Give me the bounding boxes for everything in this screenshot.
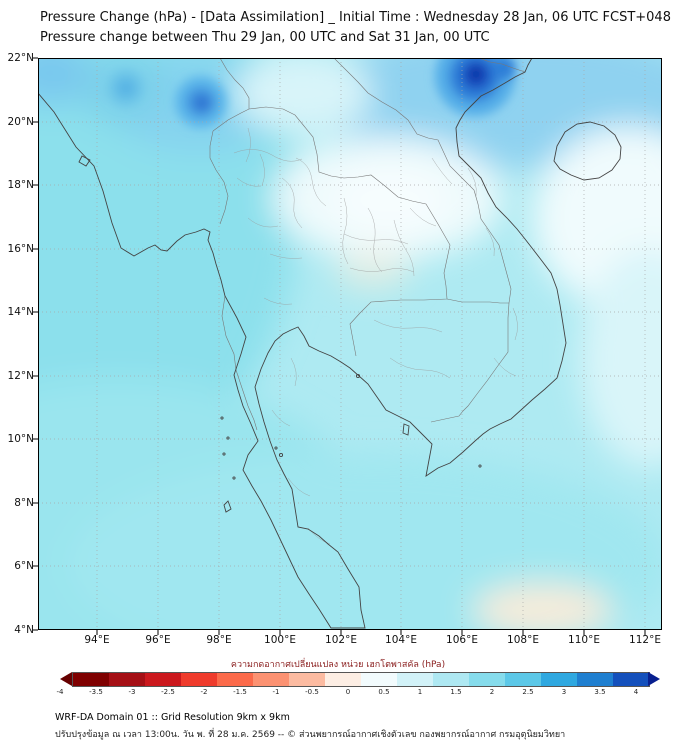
colorbar-tick: 2 (489, 688, 495, 696)
colorbar-tick: -2 (200, 688, 208, 696)
colorbar-tick: -3 (128, 688, 136, 696)
x-tick-label: 98°E (206, 634, 232, 646)
colorbar-tick: -3.5 (89, 688, 103, 696)
pressure-change-map (33, 57, 662, 635)
x-tick-label: 102°E (325, 634, 357, 646)
colorbar-tick: -1.5 (233, 688, 247, 696)
x-tick-label: 112°E (629, 634, 661, 646)
map-canvas (33, 57, 662, 635)
positive-maxima-blobs (108, 58, 516, 128)
colorbar-tick: 1 (417, 688, 423, 696)
colorbar-tick: -1 (272, 688, 280, 696)
page-title: Pressure Change (hPa) - [Data Assimilati… (40, 10, 671, 25)
colorbar-right-arrow (648, 671, 660, 686)
colorbar-tick: -4 (56, 688, 64, 696)
colorbar-tick: 1.5 (450, 688, 462, 696)
coastline (38, 58, 622, 629)
plot-frame (38, 58, 662, 630)
x-tick-label: 96°E (145, 634, 171, 646)
page-subtitle: Pressure change between Thu 29 Jan, 00 U… (40, 30, 490, 46)
y-tick-label: 6°N (14, 560, 34, 572)
pressure-field-layer (38, 58, 662, 630)
colorbar (60, 671, 660, 687)
x-tick-label: 110°E (568, 634, 600, 646)
y-tick-label: 20°N (7, 116, 34, 128)
graticule-grid (38, 58, 662, 630)
colorbar-tick: -2.5 (161, 688, 175, 696)
axis-ticks (33, 57, 646, 635)
colorbar-tick: -0.5 (305, 688, 319, 696)
x-tick-label: 100°E (264, 634, 296, 646)
colorbar-title: ความกดอากาศเปลี่ยนแปลง หน่วย เฮกโตพาสคัล… (230, 660, 446, 670)
province-boundaries (233, 127, 518, 545)
x-tick-label: 94°E (84, 634, 110, 646)
colorbar-tick: 0 (345, 688, 351, 696)
y-tick-label: 8°N (14, 497, 34, 509)
y-tick-label: 14°N (7, 306, 34, 318)
x-tick-label: 106°E (446, 634, 478, 646)
y-tick-label: 4°N (14, 624, 34, 636)
colorbar-tick: 4 (633, 688, 639, 696)
x-tick-label: 104°E (385, 634, 417, 646)
agency-credit: ปรับปรุงข้อมูล ณ เวลา 13:00น. วัน พ. ที่… (55, 730, 566, 740)
colorbar-tick: 2.5 (522, 688, 534, 696)
y-tick-label: 16°N (7, 243, 34, 255)
x-tick-label: 108°E (507, 634, 539, 646)
colorbar-tick: 3 (561, 688, 567, 696)
colorbar-gradient (72, 672, 650, 687)
domain-info: WRF-DA Domain 01 :: Grid Resolution 9km … (55, 712, 290, 723)
colorbar-left-arrow (60, 671, 72, 686)
country-borders (209, 58, 526, 431)
y-tick-label: 12°N (7, 370, 34, 382)
header: Pressure Change (hPa) - [Data Assimilati… (40, 8, 671, 48)
colorbar-tick: 0.5 (378, 688, 390, 696)
y-tick-label: 10°N (7, 433, 34, 445)
colorbar-tick: 3.5 (594, 688, 606, 696)
y-tick-label: 22°N (7, 52, 34, 64)
y-tick-label: 18°N (7, 179, 34, 191)
